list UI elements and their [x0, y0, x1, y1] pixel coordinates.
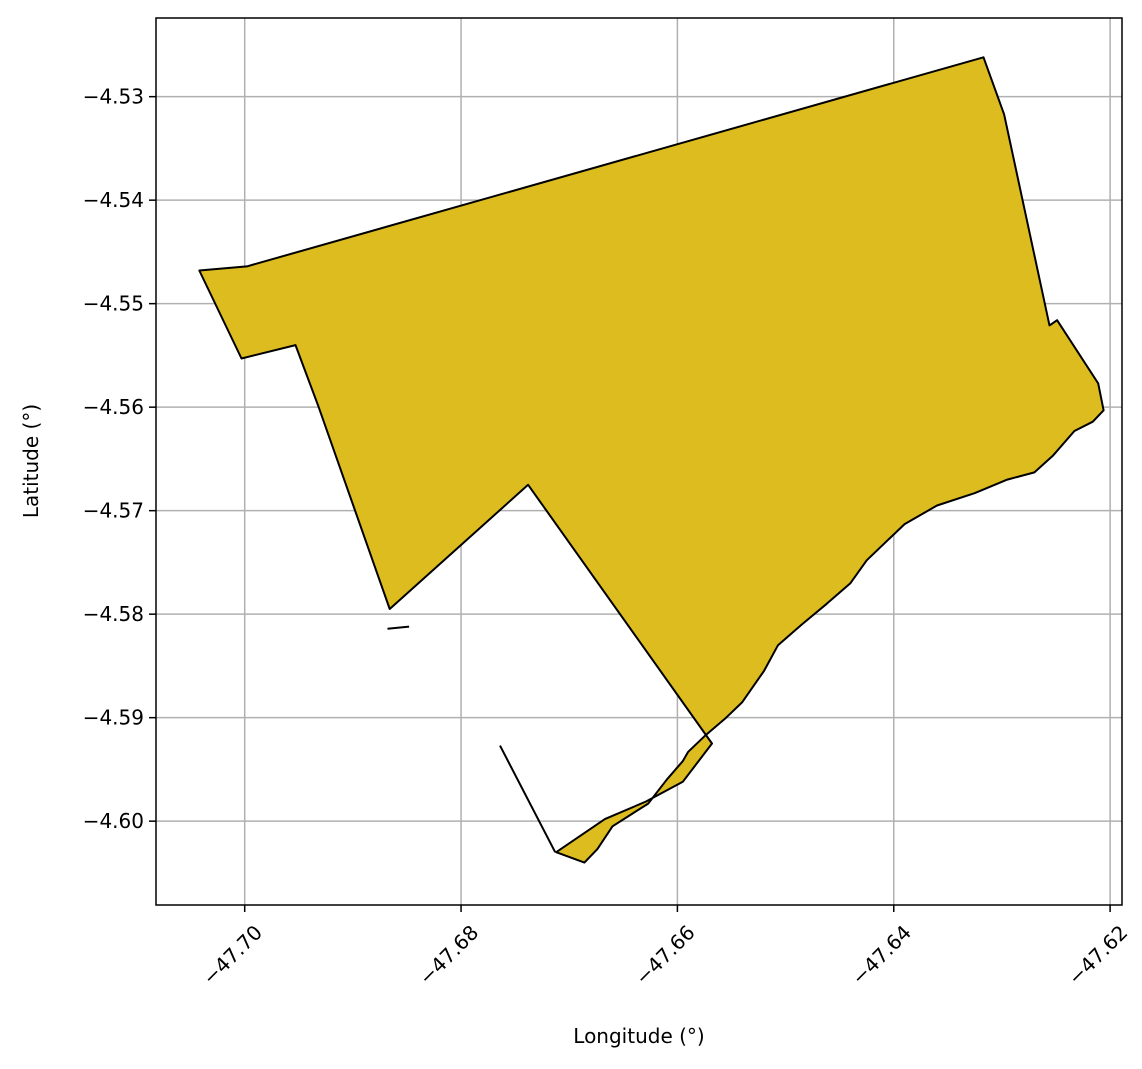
region-polygon — [198, 56, 1105, 864]
y-tick-label: −4.54 — [83, 188, 144, 212]
y-axis-label: Latitude (°) — [19, 404, 43, 518]
x-axis-label: Longitude (°) — [573, 1024, 704, 1048]
region-line-fragment — [387, 625, 410, 630]
y-tick-label: −4.59 — [83, 706, 144, 730]
y-tick-label: −4.55 — [83, 292, 144, 316]
x-tick-label: −47.70 — [198, 920, 267, 989]
x-tick-label: −47.62 — [1063, 920, 1132, 989]
y-tick-label: −4.58 — [83, 602, 144, 626]
y-tick-label: −4.56 — [83, 395, 144, 419]
region-line-fragment — [499, 745, 557, 853]
region-shapes — [198, 56, 1105, 864]
plot-frame — [155, 17, 1123, 906]
x-tick-label: −47.64 — [847, 920, 916, 989]
x-tick-label: −47.68 — [414, 920, 483, 989]
x-tick-label: −47.66 — [630, 920, 699, 989]
y-tick-label: −4.57 — [83, 499, 144, 523]
y-tick-label: −4.60 — [83, 809, 144, 833]
y-tick-label: −4.53 — [83, 85, 144, 109]
